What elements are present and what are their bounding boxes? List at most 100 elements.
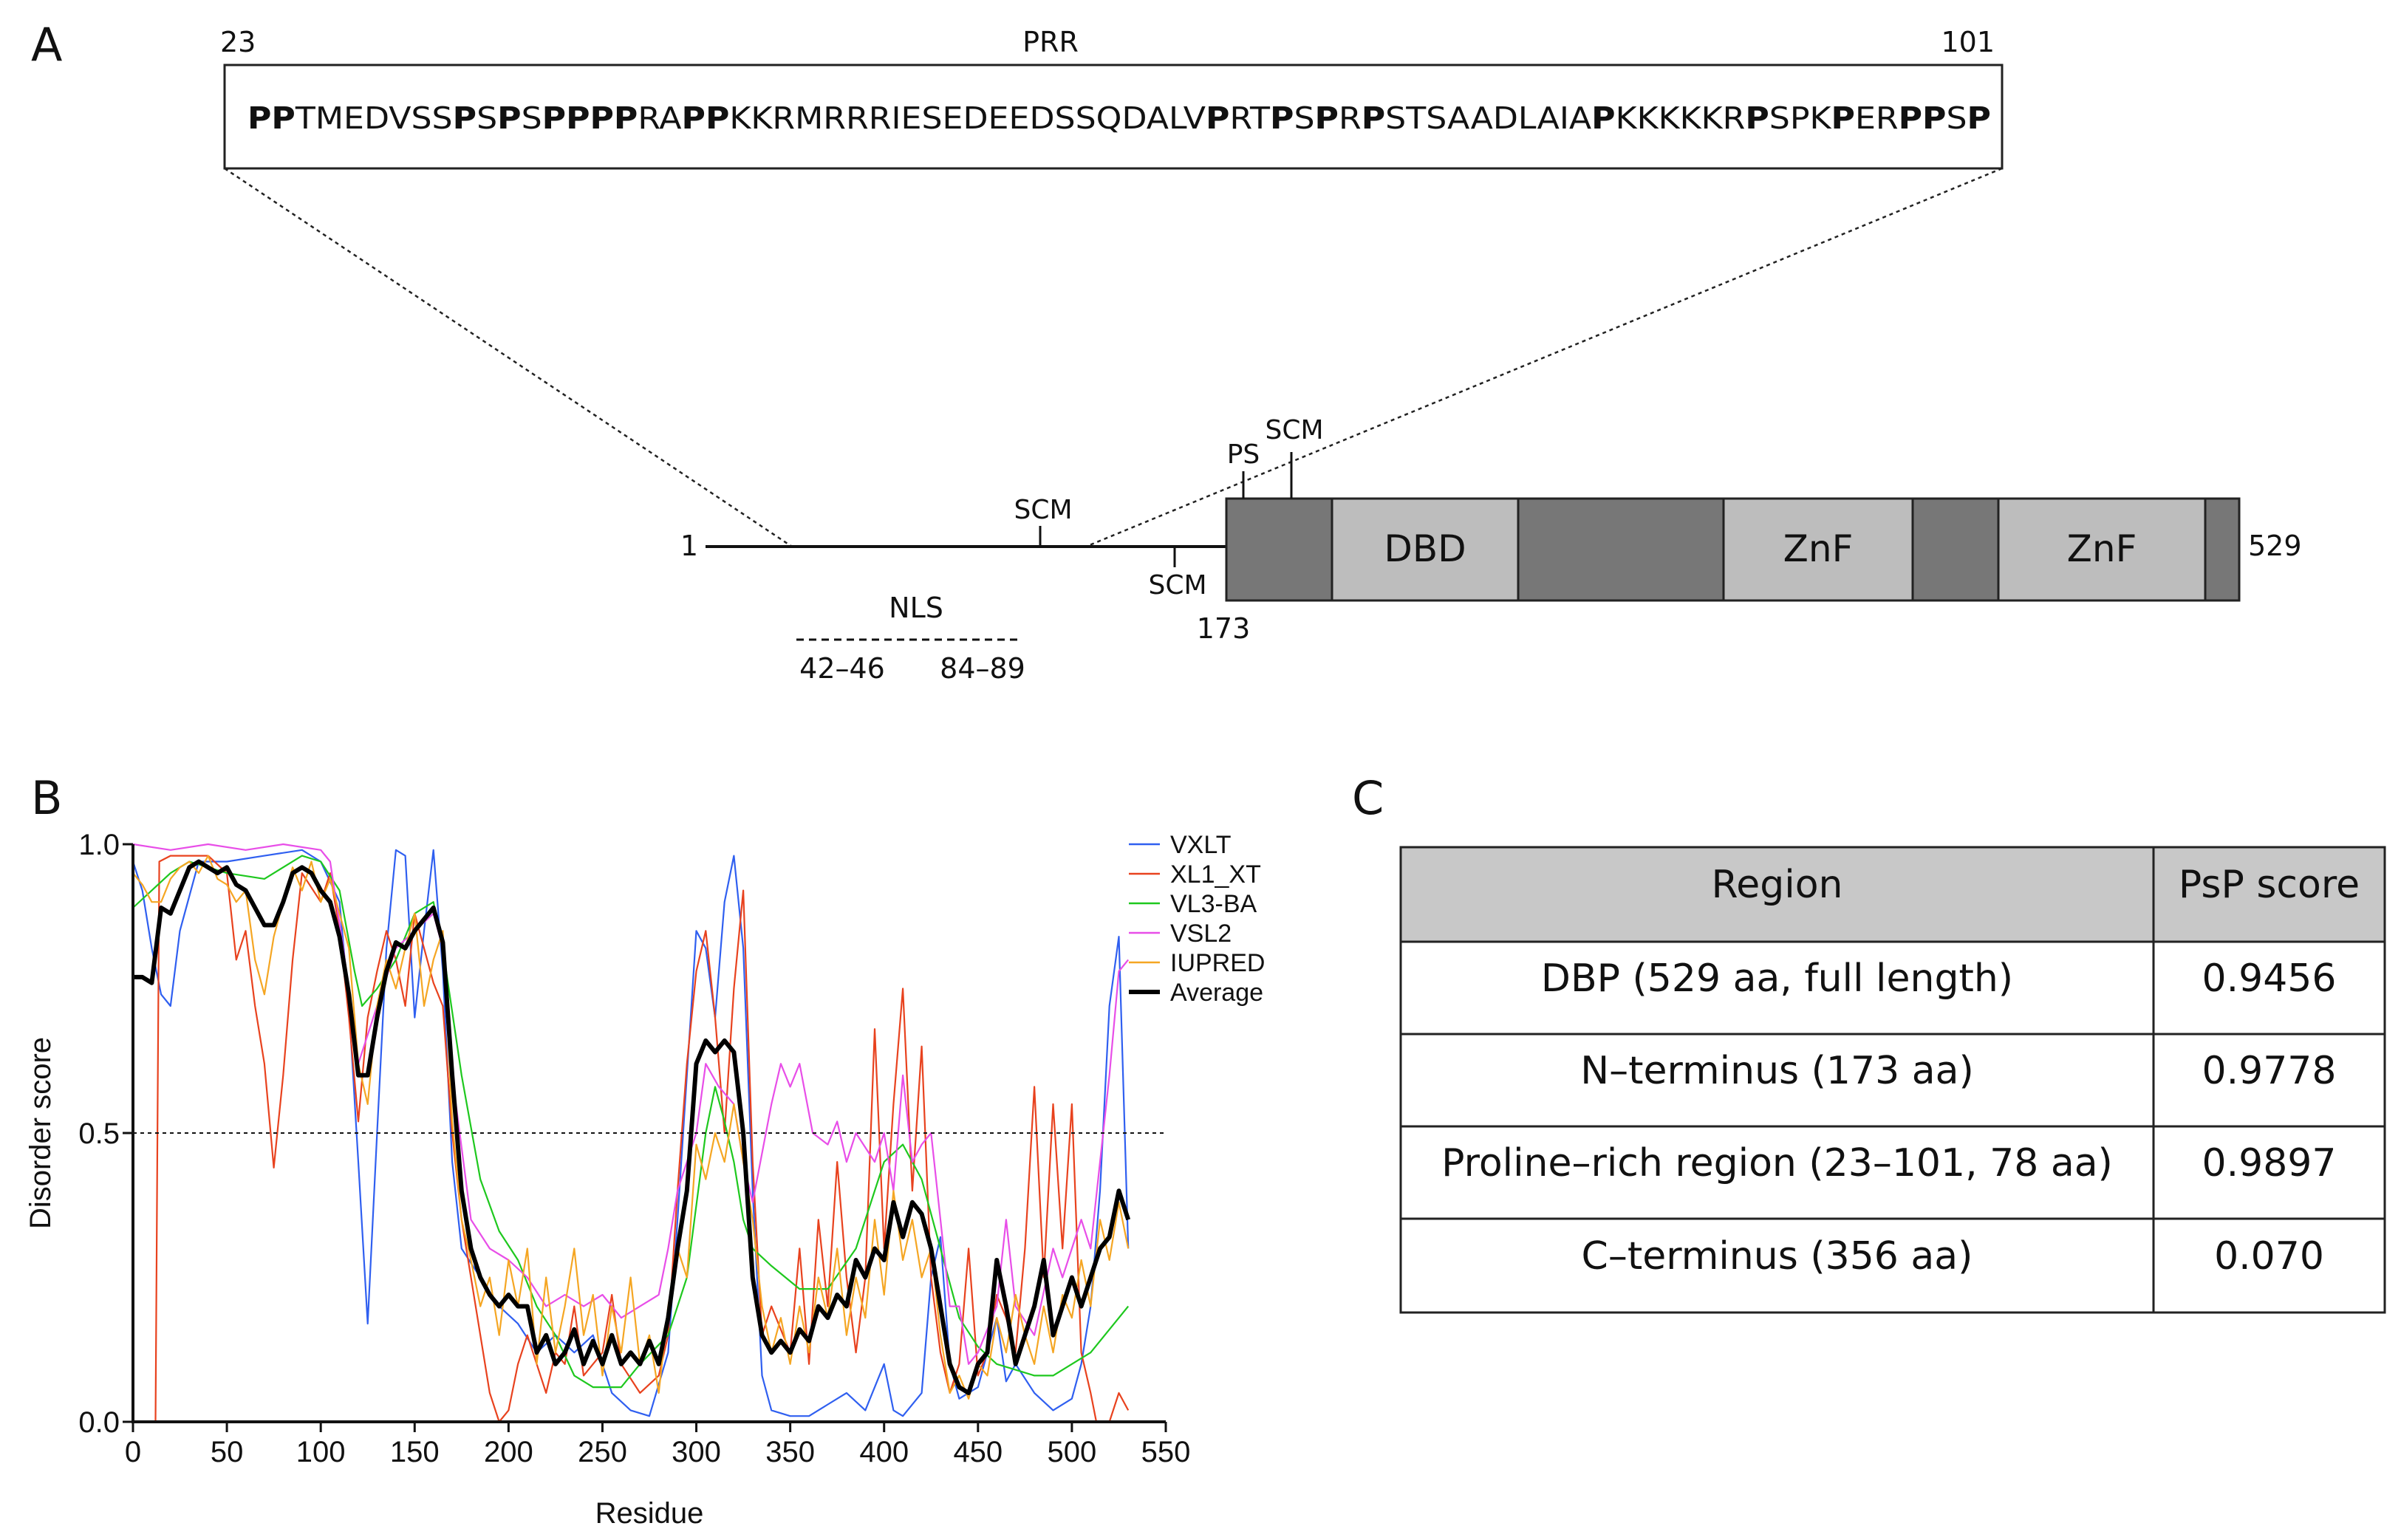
table-cell-score: 0.9456 <box>2202 956 2337 1001</box>
panel-letter-b: B <box>31 771 63 825</box>
sequence-segment: TMEDVSS <box>295 100 453 136</box>
table-cell-region: DBP (529 aa, full length) <box>1541 956 2013 1001</box>
domain-dbd-label: DBD <box>1384 527 1466 570</box>
table-cell-score: 0.070 <box>2214 1234 2324 1279</box>
sequence-segment: S <box>1946 100 1967 136</box>
y-tick-label: 1.0 <box>78 829 120 861</box>
x-tick-label: 100 <box>296 1436 346 1468</box>
x-tick-label: 50 <box>211 1436 244 1468</box>
table-cell-score: 0.9778 <box>2202 1049 2337 1093</box>
scm-label-3: SCM <box>1265 415 1323 445</box>
sequence-segment: PPPP <box>542 100 638 136</box>
x-tick-label: 200 <box>484 1436 533 1468</box>
nls-label: NLS <box>889 592 943 624</box>
sequence-segment: RT <box>1229 100 1271 136</box>
scm-label-2: SCM <box>1148 570 1206 600</box>
x-axis-label: Residue <box>595 1497 704 1530</box>
prr-start-residue: 23 <box>220 26 256 58</box>
nls-range-2: 84–89 <box>940 652 1025 685</box>
sequence-segment: P <box>1745 100 1769 136</box>
table-cells: Region PsP score DBP (529 aa, full length)… <box>1441 863 2360 1279</box>
x-tick-label: 150 <box>390 1436 440 1468</box>
table-grid <box>1399 846 2386 1314</box>
table-cell-region: C–terminus (356 aa) <box>1582 1234 1973 1279</box>
sequence-segment: P <box>497 100 521 136</box>
x-tick-label: 0 <box>125 1436 141 1468</box>
domain-segment-2 <box>1517 497 1725 602</box>
sequence-segment: PP <box>682 100 730 136</box>
series-line-xl1-xt <box>133 855 1130 1423</box>
disorder-chart: 0 50 100 150 200 250 300 350 400 450 500 550 0.0 0.5… <box>24 829 1265 1530</box>
x-tick-label: 450 <box>953 1436 1003 1468</box>
sequence-segment: P <box>1315 100 1339 136</box>
table-header-psp-score: PsP score <box>2179 863 2360 907</box>
y-tick-label: 0.5 <box>78 1118 120 1150</box>
prr-label: PRR <box>1022 26 1079 58</box>
x-tick-label: 550 <box>1141 1436 1191 1468</box>
sequence-segment: P <box>1831 100 1855 136</box>
y-tick-label: 0.0 <box>78 1406 120 1439</box>
psp-table: Region PsP score DBP (529 aa, full length)… <box>1399 846 2386 1314</box>
sequence-segment: RA <box>638 100 681 136</box>
boundary-residue: 173 <box>1197 612 1251 645</box>
table-header-region: Region <box>1711 863 1842 907</box>
x-tick-label: 400 <box>859 1436 909 1468</box>
sequence-segment: KKKKKR <box>1616 100 1746 136</box>
prr-sequence-box <box>223 64 2004 170</box>
sequence-segment: STSAADLAIA <box>1385 100 1591 136</box>
legend-label: XL1_XT <box>1170 860 1261 889</box>
domain-znf-2 <box>1997 497 2207 602</box>
domain-segment-4 <box>2204 497 2241 602</box>
legend-label: VXLT <box>1170 831 1232 859</box>
sequence-segment: P <box>453 100 477 136</box>
scm-label-1: SCM <box>1014 495 1072 525</box>
domain-znf-1-label: ZnF <box>1783 527 1854 570</box>
table-header-background <box>1401 847 2385 942</box>
sequence-segment: P <box>1270 100 1294 136</box>
legend-label: VL3-BA <box>1170 890 1257 918</box>
start-residue: 1 <box>680 530 698 562</box>
table-border <box>1399 846 2386 1314</box>
sequence-segment: PP <box>1899 100 1947 136</box>
sequence-segment: SPK <box>1769 100 1832 136</box>
sequence-segment: P <box>1591 100 1615 136</box>
panel-letter-a: A <box>31 18 62 72</box>
nls-range-1: 42–46 <box>799 652 885 685</box>
zoom-line-right <box>1085 167 2003 548</box>
domain-znf-2-label: ZnF <box>2067 527 2137 570</box>
prr-sequence: PP TMEDVSS PSPSPPPP RA PP KKRMRRRIESEDEEDSSQD… <box>247 100 1991 136</box>
sequence-segment: S <box>1294 100 1314 136</box>
x-tick-label: 500 <box>1048 1436 1097 1468</box>
domain-segment-1 <box>1225 497 1333 602</box>
table-cell-score: 0.9897 <box>2202 1141 2337 1185</box>
chart-series-group <box>132 843 1131 1423</box>
sequence-segment: ER <box>1855 100 1899 136</box>
x-ticks: 0 50 100 150 200 250 300 350 400 450 500 550 <box>125 1422 1191 1468</box>
sequence-segment: P <box>1362 100 1385 136</box>
legend-label: VSL2 <box>1170 920 1232 948</box>
series-line-vl3-ba <box>132 855 1130 1389</box>
x-tick-label: 250 <box>578 1436 627 1468</box>
legend-label: Average <box>1170 979 1263 1007</box>
prr-end-residue: 101 <box>1941 26 1995 58</box>
y-ticks: 0.0 0.5 1.0 <box>78 829 133 1439</box>
sequence-segment: S <box>477 100 497 136</box>
sequence-segment: KKRMRRRIESEDEEDSSQDALV <box>729 100 1206 136</box>
zoom-line-left <box>224 167 793 548</box>
domain-dbd <box>1331 497 1520 602</box>
sequence-segment: R <box>1339 100 1362 136</box>
y-axis-label: Disorder score <box>24 1037 57 1229</box>
end-residue: 529 <box>2248 530 2302 562</box>
sequence-segment: P <box>1206 100 1229 136</box>
sequence-segment: P <box>1967 100 1991 136</box>
domain-segment-3 <box>1911 497 2000 602</box>
series-line-vsl2 <box>132 843 1130 1365</box>
table-cell-region: N–terminus (173 aa) <box>1580 1049 1973 1093</box>
sequence-segment: S <box>522 100 542 136</box>
table-cell-region: Proline–rich region (23–101, 78 aa) <box>1441 1141 2113 1185</box>
x-tick-label: 350 <box>765 1436 815 1468</box>
series-line-iupred <box>132 855 1130 1400</box>
sequence-segment: PP <box>247 100 296 136</box>
